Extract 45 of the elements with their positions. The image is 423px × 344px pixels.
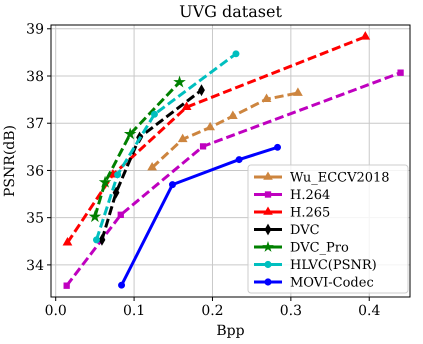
point: [360, 32, 370, 40]
point: [206, 122, 215, 130]
point: [124, 128, 136, 139]
y-tick-label: 36: [26, 163, 44, 180]
point: [118, 212, 124, 218]
legend-label: DVC_Pro: [290, 240, 349, 256]
y-tick-label: 37: [26, 116, 44, 132]
point: [90, 211, 100, 222]
x-tick-label: 0.4: [358, 303, 380, 319]
point: [169, 181, 176, 188]
y-tick-label: 35: [26, 210, 44, 227]
chart-title: UVG dataset: [179, 2, 282, 21]
point: [274, 144, 282, 151]
point: [100, 176, 110, 187]
y-tick-label: 34: [26, 258, 44, 274]
point: [62, 238, 72, 246]
point: [64, 282, 70, 289]
point: [150, 110, 158, 118]
legend-label: H.264: [290, 188, 330, 204]
legend-label: MOVI-Codec: [290, 276, 374, 291]
point: [174, 76, 185, 87]
y-tick-label: 38: [26, 68, 44, 85]
point: [118, 282, 126, 289]
legend-label: H.265: [290, 206, 330, 221]
point: [114, 171, 122, 178]
x-tick-label: 0.3: [280, 303, 302, 319]
point: [182, 102, 192, 110]
x-tick-label: 0.0: [44, 303, 67, 319]
point: [148, 162, 157, 170]
point: [236, 156, 243, 164]
y-tick-label: 39: [26, 22, 44, 38]
point: [397, 70, 404, 76]
point: [232, 50, 240, 58]
point: [200, 143, 206, 150]
point: [293, 88, 302, 96]
point: [92, 236, 100, 244]
point: [262, 94, 272, 102]
legend-label: HLVC(PSNR): [290, 258, 377, 274]
x-axis-title: Bpp: [216, 323, 245, 339]
legend-label: DVC: [290, 223, 320, 238]
x-tick-label: 0.1: [122, 303, 146, 319]
legend-label: Wu_ECCV2018: [290, 170, 390, 186]
y-axis-title: PSNR(dB): [2, 125, 18, 197]
x-tick-label: 0.2: [201, 303, 224, 319]
point: [178, 134, 188, 142]
